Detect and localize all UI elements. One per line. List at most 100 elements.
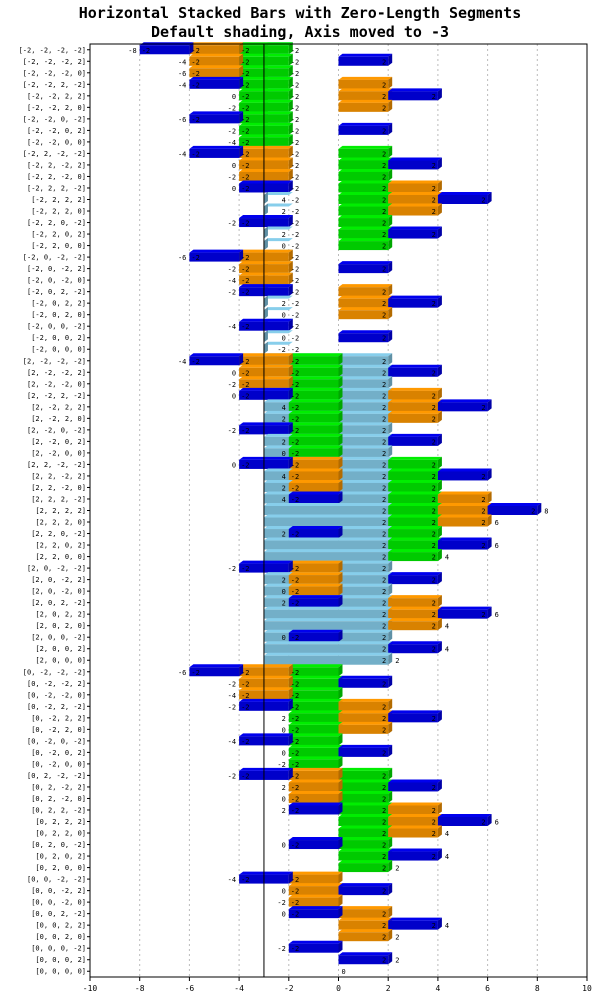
bar-group — [263, 479, 442, 492]
segment-value-label: -2 — [241, 116, 249, 124]
category-label: [0, 0, 2, 2] — [35, 922, 86, 930]
total-value-label: 6 — [495, 611, 499, 619]
bar-segment-top — [338, 192, 393, 195]
x-tick-label: -8 — [135, 984, 145, 993]
bar-segment-side — [338, 353, 343, 366]
segment-value-label: -2 — [241, 173, 249, 181]
bar-segment-side — [388, 952, 393, 965]
bar-segment-side — [437, 479, 442, 492]
segment-value-label: 2 — [432, 623, 436, 631]
segment-value-label: 2 — [481, 819, 485, 827]
segment-value-label: 2 — [382, 266, 386, 274]
bar-segment-top — [338, 53, 393, 57]
bar-segment-side — [288, 871, 293, 884]
segment-value-label: -2 — [191, 358, 199, 366]
segment-value-label: -2 — [291, 588, 299, 596]
segment-value-label: 2 — [432, 300, 436, 308]
bar-segment-top — [388, 295, 442, 299]
total-value-label: 4 — [282, 197, 286, 205]
bar-segment — [263, 609, 389, 619]
segment-value-label: 2 — [382, 404, 386, 412]
total-value-label: 2 — [282, 231, 286, 239]
bar-segment-top — [239, 387, 293, 391]
bar-segment — [388, 506, 438, 515]
bar-segment-top — [239, 180, 293, 184]
category-label: [0, -2, 2, 2] — [31, 714, 86, 722]
bar-segment — [288, 575, 339, 585]
segment-value-label: 2 — [432, 185, 436, 193]
bar-segment — [338, 747, 389, 757]
bar-segment-top — [263, 295, 293, 299]
bar-segment-side — [437, 295, 442, 308]
total-value-label: 0 — [282, 888, 286, 896]
bar-segment-top — [338, 767, 393, 771]
total-value-label: -4 — [178, 358, 186, 366]
segment-value-label: -2 — [291, 749, 299, 757]
bar-segment — [388, 621, 438, 631]
bar-segment — [388, 552, 438, 562]
segment-value-label: -2 — [291, 70, 299, 78]
category-label: [-2, 0, 2, 2] — [31, 300, 86, 308]
bar-segment-side — [388, 560, 393, 573]
total-value-label: -2 — [277, 761, 285, 769]
bar-segment-top — [388, 848, 442, 852]
bar-segment-top — [437, 468, 492, 472]
category-label: [0, 2, 0, -2] — [31, 841, 86, 849]
segment-value-label: -2 — [191, 47, 199, 55]
bar-segment-top — [288, 710, 343, 714]
bar-group — [288, 837, 393, 850]
bar-segment-side — [338, 387, 343, 400]
total-value-label: 4 — [445, 554, 449, 562]
bar-segment — [388, 459, 438, 469]
bar-segment — [189, 68, 240, 78]
segment-value-label: 2 — [481, 611, 485, 619]
bar-segment-side — [239, 53, 244, 66]
segment-value-label: 2 — [432, 197, 436, 205]
bar-segment-top — [263, 549, 393, 553]
bar-segment — [437, 540, 488, 550]
bar-segment-top — [288, 687, 343, 691]
bar-group — [288, 906, 393, 919]
bar-group — [263, 572, 442, 585]
total-value-label: 0 — [232, 461, 236, 469]
bar-segment — [288, 943, 339, 953]
bar-segment-top — [239, 111, 293, 115]
bar-segment — [338, 195, 389, 204]
bar-segment — [338, 828, 389, 838]
bar-group — [263, 526, 442, 539]
bar-segment-top — [239, 664, 293, 668]
bar-segment-top — [437, 514, 492, 518]
bar-segment-top — [263, 652, 393, 656]
bar-segment-side — [388, 307, 393, 320]
bar-segment — [189, 252, 240, 262]
bar-segment-top — [189, 111, 244, 115]
segment-value-label: -2 — [291, 116, 299, 124]
bar-segment-top — [239, 272, 293, 276]
segment-value-label: -2 — [142, 47, 150, 55]
segment-value-label: 2 — [432, 577, 436, 585]
bar-group — [263, 226, 442, 239]
segment-value-label: -2 — [291, 312, 299, 320]
bar-segment-top — [288, 756, 343, 760]
bar-segment — [388, 782, 438, 792]
bar-segment — [288, 770, 339, 780]
segment-value-label: -2 — [241, 703, 249, 711]
bar-group — [263, 330, 393, 343]
segment-value-label: 2 — [382, 611, 386, 619]
bar-segment-top — [288, 940, 343, 944]
bar-segment — [288, 840, 339, 850]
category-label: [0, 0, 2, -2] — [31, 910, 86, 918]
segment-value-label: 2 — [432, 554, 436, 562]
bar-group — [263, 341, 293, 354]
bar-group — [338, 952, 393, 965]
segment-value-label: -2 — [291, 795, 299, 803]
segment-value-label: 2 — [382, 554, 386, 562]
bar-segment-top — [338, 802, 393, 806]
total-value-label: -4 — [178, 150, 186, 158]
bar-segment — [288, 886, 339, 896]
segment-value-label: 2 — [432, 484, 436, 492]
bar-segment-side — [288, 698, 293, 711]
segment-value-label: 2 — [382, 461, 386, 469]
segment-value-label: 2 — [382, 93, 386, 101]
